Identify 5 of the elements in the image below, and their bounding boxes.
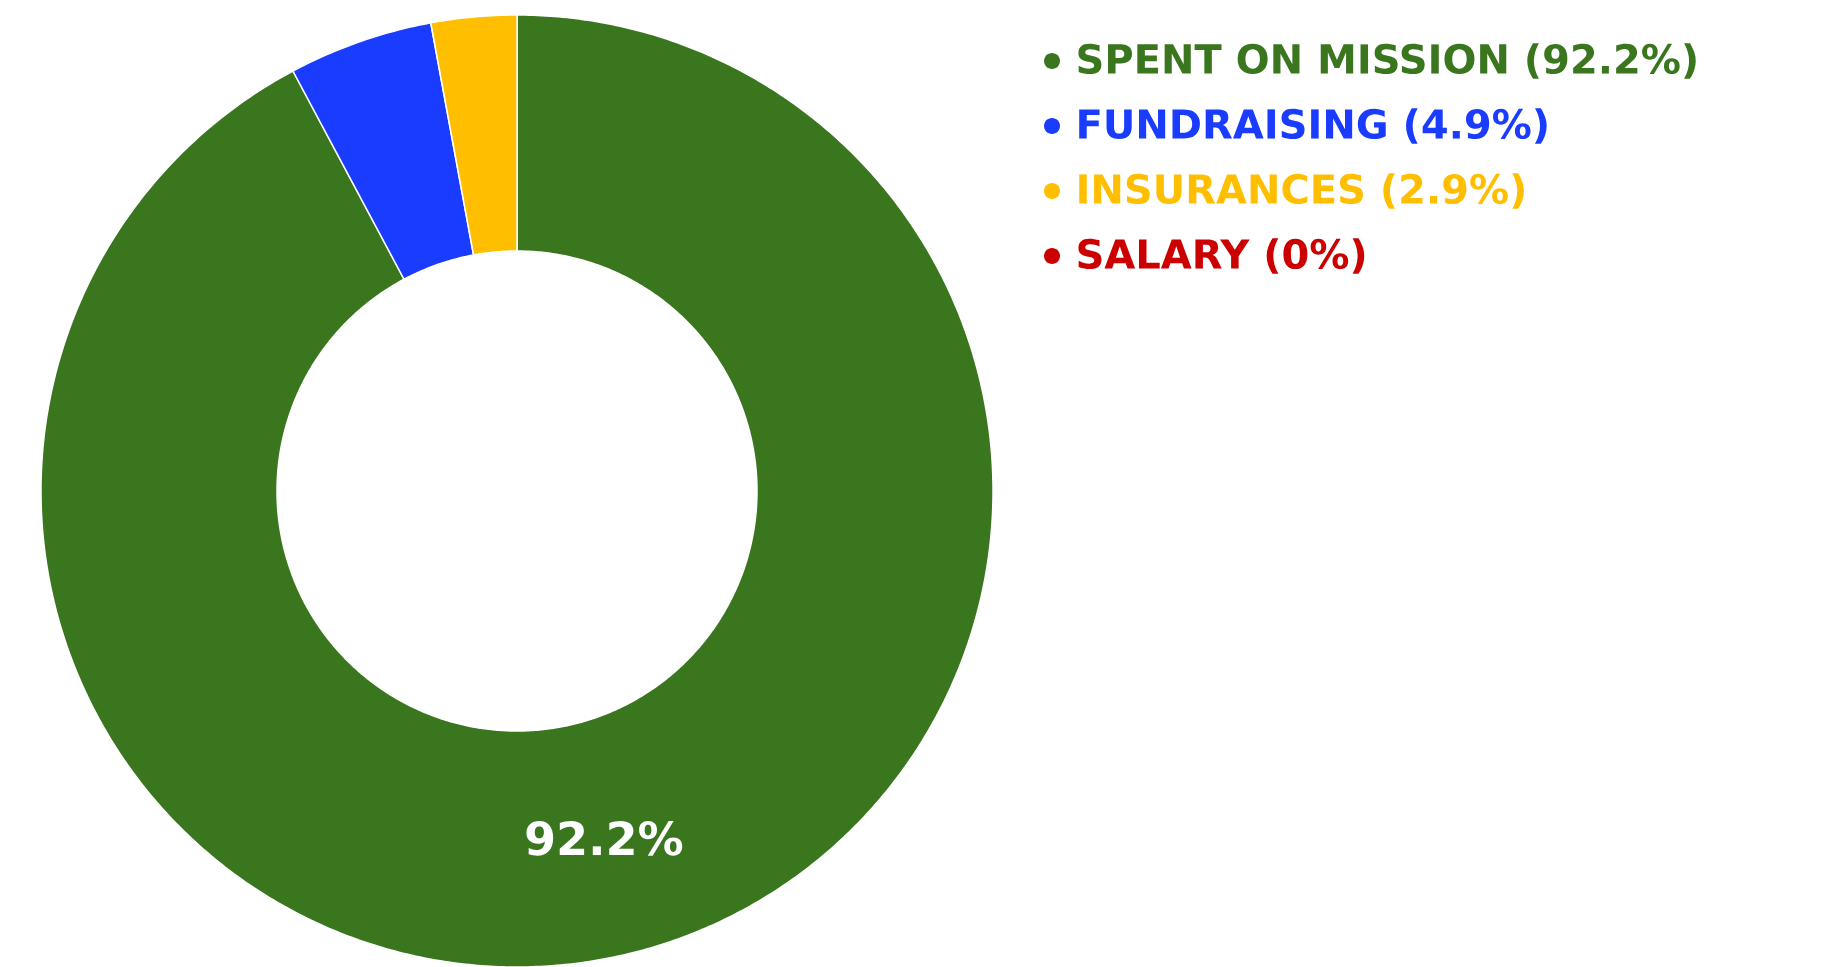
legend-label: SPENT ON MISSION (92.2%) [1078,43,1696,79]
legend-label: SALARY (0%) [1078,238,1365,274]
data-label: 92.2% [526,820,683,856]
legend-label: FUNDRAISING (4.9%) [1079,108,1547,144]
legend-label: INSURANCES (2.9%) [1079,173,1524,209]
